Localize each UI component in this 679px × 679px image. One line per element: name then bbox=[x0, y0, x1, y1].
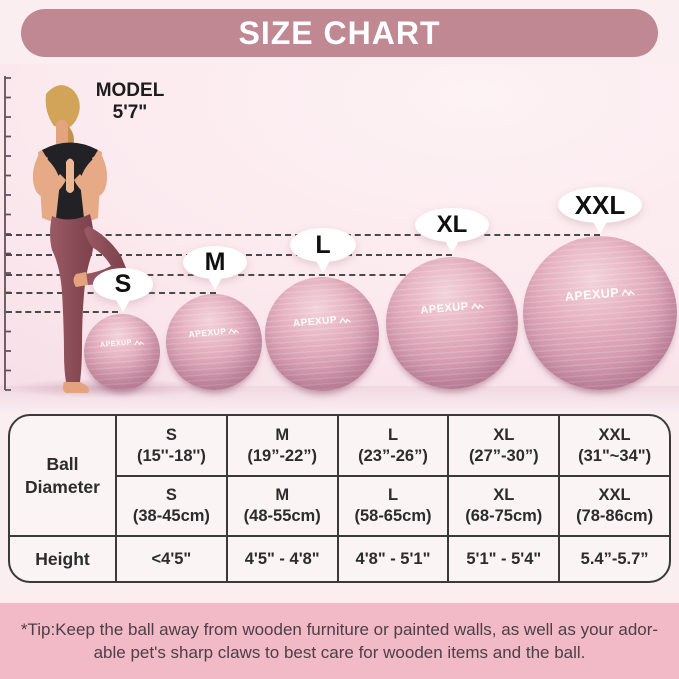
page-title: SIZE CHART bbox=[238, 14, 441, 51]
size-letter: XL bbox=[493, 425, 515, 444]
brand-name: APEXUP bbox=[292, 314, 338, 330]
size-range-inches: (15''-18'') bbox=[136, 446, 206, 465]
table-cell-m-cm: M (48-55cm) bbox=[225, 475, 337, 535]
size-bubble-label: L bbox=[315, 230, 331, 259]
mountain-icon bbox=[134, 339, 144, 345]
exercise-ball-xxl: APEXUP bbox=[523, 236, 677, 390]
size-bubble-xl: XL bbox=[415, 208, 489, 242]
brand-logo: APEXUP bbox=[84, 337, 160, 351]
brand-name: APEXUP bbox=[188, 325, 227, 339]
size-chart-banner: SIZE CHART bbox=[21, 9, 658, 57]
exercise-ball-l: APEXUP bbox=[265, 277, 379, 391]
table-cell-s-cm: S (38-45cm) bbox=[115, 475, 226, 535]
model-tucked-foot bbox=[73, 272, 88, 287]
table-cell-xl-height: 5'1" - 5'4" bbox=[447, 535, 559, 581]
model-label-line2: 5'7" bbox=[112, 102, 148, 123]
model-leggings bbox=[50, 214, 94, 382]
brand-logo: APEXUP bbox=[166, 322, 263, 340]
table-cell-s-inches: S (15''-18'') bbox=[115, 416, 226, 475]
size-letter: L bbox=[387, 425, 399, 444]
size-bubble-label: XL bbox=[436, 211, 468, 238]
row-label-height: Height bbox=[10, 535, 115, 581]
size-letter: M bbox=[275, 486, 290, 504]
brand-name: APEXUP bbox=[564, 285, 620, 304]
size-letter: S bbox=[165, 425, 177, 444]
size-letter: M bbox=[275, 425, 290, 444]
table-cell-l-cm: L (58-65cm) bbox=[336, 475, 448, 535]
size-range-inches: (27”-30”) bbox=[468, 446, 539, 465]
table-cell-xl-cm: XL (68-75cm) bbox=[447, 475, 559, 535]
size-bubble-label: S bbox=[114, 270, 132, 298]
brand-logo: APEXUP bbox=[386, 296, 519, 319]
table-cell-l-height: 4'8" - 5'1" bbox=[336, 535, 448, 581]
size-letter: XXL bbox=[598, 486, 631, 504]
mountain-icon bbox=[228, 327, 240, 334]
table-cell-xxl-cm: XXL (78-86cm) bbox=[558, 475, 669, 535]
model-left-arm bbox=[32, 152, 66, 197]
size-range-inches: (19”-22”) bbox=[247, 446, 318, 465]
table-cell-s-height: <4'5" bbox=[115, 535, 226, 581]
size-range-inches: (31"~34") bbox=[578, 446, 652, 465]
size-range-cm: (58-65cm) bbox=[354, 507, 432, 525]
exercise-ball-s: APEXUP bbox=[84, 314, 160, 390]
model-illustration bbox=[32, 85, 126, 393]
mountain-icon bbox=[339, 316, 351, 323]
size-bubble-xxl: XXL bbox=[558, 187, 642, 223]
size-letter: XXL bbox=[598, 425, 631, 444]
brand-name: APEXUP bbox=[419, 300, 470, 317]
table-cell-xl-inches: XL (27”-30”) bbox=[447, 416, 558, 475]
brand-logo: APEXUP bbox=[265, 311, 380, 332]
mountain-icon bbox=[621, 288, 635, 296]
model-hands bbox=[66, 158, 74, 193]
table-cell-l-inches: L (23”-26”) bbox=[336, 416, 448, 475]
dashed-height-line-s bbox=[6, 311, 118, 313]
model-floor-shadow bbox=[5, 378, 205, 398]
size-range-cm: (78-86cm) bbox=[576, 507, 654, 525]
scene-floor bbox=[0, 386, 679, 414]
size-bubble-label: M bbox=[204, 248, 226, 276]
table-cell-xxl-inches: XXL (31"~34") bbox=[558, 416, 669, 475]
size-range-inches: (23”-26”) bbox=[358, 446, 428, 465]
model-standing-foot bbox=[62, 382, 89, 393]
size-table: Ball Diameter S (15''-18'') M (19”-22”) … bbox=[8, 414, 671, 583]
exercise-ball-m: APEXUP bbox=[166, 294, 262, 390]
size-letter: S bbox=[165, 486, 177, 504]
tip-text-line2: able pet's sharp claws to best care for … bbox=[93, 643, 586, 662]
row-label-ball-diameter: Ball Diameter bbox=[25, 453, 100, 497]
size-range-cm: (48-55cm) bbox=[243, 507, 321, 525]
brand-logo: APEXUP bbox=[523, 280, 678, 307]
model-height-label: MODEL 5'7" bbox=[84, 80, 176, 124]
tip-banner: *Tip:Keep the ball away from wooden furn… bbox=[0, 603, 679, 679]
model-right-arm bbox=[74, 152, 108, 197]
size-bubble-s: S bbox=[93, 268, 153, 301]
table-cell-m-height: 4'5" - 4'8" bbox=[225, 535, 337, 581]
model-label-line1: MODEL bbox=[95, 80, 165, 101]
size-range-cm: (68-75cm) bbox=[465, 507, 543, 525]
mountain-icon bbox=[471, 302, 484, 310]
table-cell-m-inches: M (19”-22”) bbox=[225, 416, 337, 475]
size-letter: XL bbox=[493, 486, 515, 504]
size-bubble-l: L bbox=[290, 228, 356, 262]
tip-text-line1: *Tip:Keep the ball away from wooden furn… bbox=[20, 620, 659, 639]
table-cell-xxl-height: 5.4”-5.7” bbox=[558, 535, 669, 581]
size-bubble-m: M bbox=[183, 246, 247, 279]
size-range-cm: (38-45cm) bbox=[132, 507, 210, 525]
model-hair bbox=[45, 85, 80, 129]
size-letter: L bbox=[387, 486, 399, 504]
size-bubble-label: XXL bbox=[574, 189, 626, 220]
exercise-ball-xl: APEXUP bbox=[386, 257, 518, 389]
